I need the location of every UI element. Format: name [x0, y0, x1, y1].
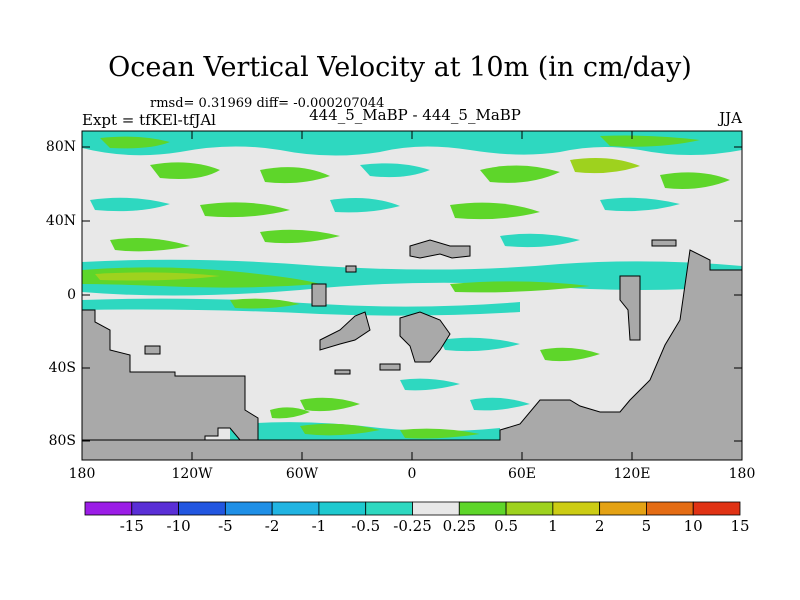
north-green-patch [450, 202, 540, 220]
north-cyan-patch [360, 163, 430, 178]
island-small [379, 363, 401, 371]
colorbar-label: 5 [641, 517, 652, 535]
colorbar-swatch [412, 501, 460, 516]
colorbar-label: 15 [730, 517, 750, 535]
north-cyan-patch [330, 198, 400, 213]
colorbar-label: -0.5 [351, 517, 381, 535]
equatorial-cyan-band [82, 298, 520, 316]
bottom-antarctic-strip [82, 249, 742, 460]
y-tick-label: 40N [45, 213, 76, 229]
x-tick-label: 60W [285, 466, 319, 482]
y-tick-label: 80N [45, 139, 76, 155]
axis-ticks [82, 131, 742, 460]
colorbar-swatch [131, 501, 179, 516]
colorbar-swatch [271, 501, 320, 516]
colorbar-label: 10 [683, 517, 703, 535]
north-green-patch [480, 165, 560, 183]
x-tick-label: 180 [68, 466, 96, 482]
case-names: 444_5_MaBP - 444_5_MaBP [309, 106, 521, 124]
north-green-patch [260, 167, 330, 184]
colorbar-swatch [365, 501, 413, 516]
island-africa-like [399, 311, 451, 363]
colorbar-label: 2 [594, 517, 605, 535]
colorbar-label: -2 [264, 517, 280, 535]
x-tick-label: 0 [407, 466, 417, 482]
colorbar-swatch [599, 501, 647, 516]
west-continent [82, 309, 259, 441]
north-green-patch [150, 162, 220, 179]
colorbar-label: -0.25 [393, 517, 432, 535]
colorbar-swatch [646, 501, 694, 516]
x-tick-label: 180 [728, 466, 756, 482]
y-tick-label: 80S [48, 433, 76, 449]
x-tick-label: 120E [613, 466, 651, 482]
south-green-patch [270, 407, 310, 419]
north-yellow-patch [570, 158, 640, 174]
north-green-patch [200, 202, 290, 218]
y-tick-label: 40S [48, 360, 76, 376]
colorbar-label: 1 [548, 517, 558, 535]
colorbar-swatch [505, 501, 554, 516]
colorbar-label: -5 [218, 517, 233, 535]
southern-ocean-green [300, 423, 380, 436]
north-cyan-patch [90, 197, 170, 212]
colorbar-swatch [692, 501, 741, 516]
y-tick-label: 0 [67, 287, 76, 303]
island-small [345, 265, 357, 273]
colorbar-label: 0.5 [494, 517, 519, 535]
colorbar-label: -10 [166, 517, 191, 535]
south-cyan-patch [400, 378, 460, 391]
north-cyan-patch [600, 197, 680, 212]
southern-ocean-green [400, 428, 480, 439]
north-green-patch [660, 172, 730, 189]
north-cyan-patch [500, 233, 580, 248]
island-east [619, 275, 641, 341]
colorbar [84, 501, 741, 516]
colorbar-swatch [552, 501, 601, 516]
colorbar-swatch [224, 501, 273, 516]
colorbar-label: -15 [119, 517, 144, 535]
colorbar-swatch [178, 501, 226, 516]
island-east-north [651, 239, 677, 247]
colorbar-swatch [84, 501, 133, 516]
x-tick-label: 120W [171, 466, 213, 482]
island-small [144, 345, 161, 355]
north-green-patch [260, 229, 340, 244]
colorbar-swatch [458, 501, 507, 516]
south-cyan-patch [440, 337, 520, 352]
season-label: JJA [719, 109, 742, 127]
island-mid-south [319, 311, 371, 351]
plot-title: Ocean Vertical Velocity at 10m (in cm/da… [108, 52, 692, 83]
south-green-patch [540, 347, 600, 362]
south-green-patch [300, 397, 360, 412]
arctic-cyan-band [82, 131, 742, 156]
arctic-green-patch [100, 136, 170, 149]
map-field [82, 131, 742, 460]
experiment-label: Expt = tfKEl-tfJAl [82, 111, 216, 129]
rmsd-diff-stats: rmsd= 0.31969 diff= -0.000207044 [150, 96, 385, 111]
x-tick-label: 60E [507, 466, 537, 482]
island-small [334, 369, 351, 375]
colorbar-label: 0.25 [442, 517, 476, 535]
south-cyan-patch [470, 397, 530, 411]
equatorial-green-band [230, 298, 300, 309]
arctic-green-patch [600, 135, 700, 147]
equatorial-green-band [450, 281, 590, 293]
colorbar-swatch [318, 501, 367, 516]
island-mid [311, 283, 327, 307]
colorbar-label: -1 [311, 517, 327, 535]
north-green-patch [110, 238, 190, 252]
equatorial-yellow-band [95, 272, 220, 281]
land-masses [82, 239, 742, 460]
island-north [409, 239, 471, 259]
